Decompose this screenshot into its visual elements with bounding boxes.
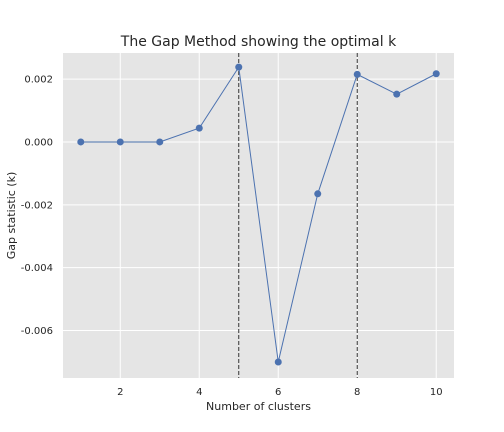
y-tick-label: 0.002 [24,75,53,86]
data-point [235,63,243,71]
gridlines [63,53,454,378]
data-point [353,70,361,78]
x-tick-label: 6 [275,387,281,398]
data-point [314,190,322,198]
data-point [195,124,203,132]
y-axis-label: Gap statistic (k) [5,172,18,260]
data-point [393,90,401,98]
y-tick-label: 0.000 [24,137,53,148]
data-point [156,138,164,146]
y-tick-label: -0.006 [21,326,53,337]
data-point [432,70,440,78]
x-tick-labels: 2 4 6 8 10 [117,387,443,398]
x-tick-label: 8 [354,387,360,398]
data-point [77,138,85,146]
y-tick-label: -0.004 [21,263,53,274]
series-layer [77,63,440,366]
y-tick-labels: 0.002 0.000 -0.002 -0.004 -0.006 [21,75,53,337]
chart-title: The Gap Method showing the optimal k [120,34,397,50]
x-tick-label: 10 [430,387,443,398]
y-tick-label: -0.002 [21,200,53,211]
x-tick-label: 2 [117,387,123,398]
optimal-k-lines [238,53,358,378]
x-axis-label: Number of clusters [206,400,311,413]
x-tick-label: 4 [196,387,202,398]
data-point [116,138,124,146]
data-point [274,358,282,366]
series-line [80,65,437,363]
